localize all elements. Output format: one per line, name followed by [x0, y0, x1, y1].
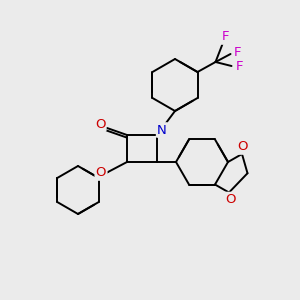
Text: O: O — [95, 118, 105, 130]
Text: O: O — [96, 167, 106, 179]
Text: F: F — [222, 31, 229, 44]
Text: N: N — [157, 124, 167, 136]
Text: F: F — [236, 59, 243, 73]
Text: O: O — [225, 193, 235, 206]
Text: F: F — [234, 46, 241, 59]
Text: O: O — [238, 140, 248, 154]
